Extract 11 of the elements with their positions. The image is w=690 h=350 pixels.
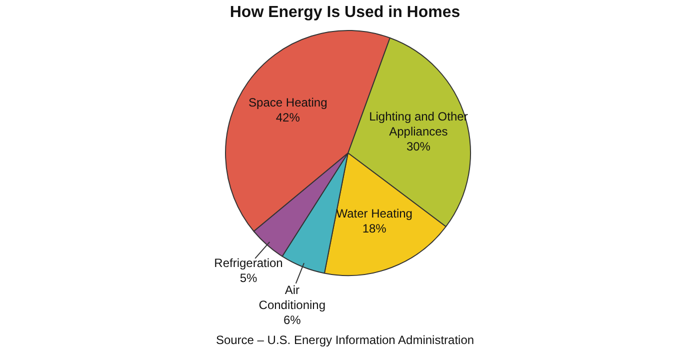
data-label: 30% <box>406 139 431 154</box>
slice-label: Air Conditioning <box>258 283 326 312</box>
data-label: 5% <box>240 271 258 286</box>
slice-label: Water Heating <box>336 206 412 220</box>
chart-title: How Energy Is Used in Homes <box>228 4 462 22</box>
source-note: Source – U.S. Energy Information Administration <box>214 333 476 347</box>
slice-label: Space Heating <box>248 96 328 110</box>
data-label: 18% <box>362 221 387 236</box>
slice-label: Refrigeration <box>214 256 283 270</box>
data-label: 6% <box>283 313 302 328</box>
data-label: 42% <box>276 110 300 124</box>
